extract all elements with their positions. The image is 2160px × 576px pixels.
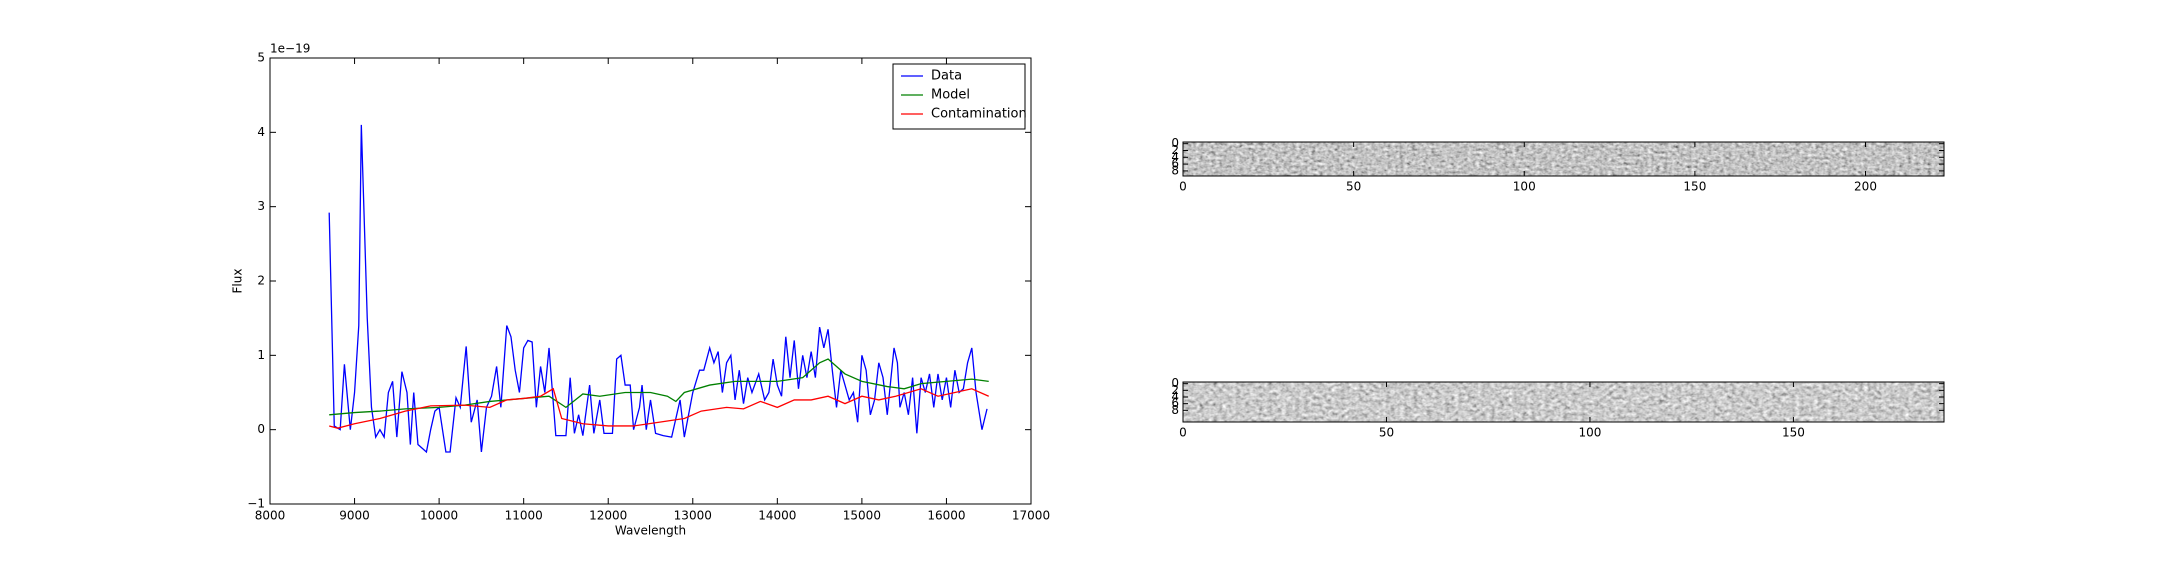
plot-area <box>328 124 989 454</box>
legend-label: Contamination <box>931 107 1027 122</box>
y-tick-label: 5 <box>257 51 265 65</box>
y-tick-label: 2 <box>1171 143 1179 157</box>
x-tick-label: 10000 <box>420 509 458 523</box>
x-tick-label: 15000 <box>843 509 881 523</box>
x-tick-label: 50 <box>1379 426 1394 440</box>
y-tick-label: 0 <box>1171 136 1179 150</box>
series-line <box>329 387 989 429</box>
axes-frame <box>1182 141 1945 177</box>
x-tick-label: 150 <box>1683 180 1706 194</box>
offset-label: 1e−19 <box>270 42 310 56</box>
y-tick-label: 6 <box>1171 157 1179 171</box>
y-tick-label: 4 <box>1171 390 1179 404</box>
legend-label: Data <box>931 69 962 84</box>
x-tick-label: 100 <box>1578 426 1601 440</box>
y-tick-label: 8 <box>1171 403 1179 417</box>
series-line <box>328 124 988 454</box>
x-tick-label: 0 <box>1179 426 1187 440</box>
y-tick-label: 0 <box>257 422 265 436</box>
x-tick-label: 17000 <box>1012 509 1050 523</box>
y-tick-label: 4 <box>1171 150 1179 164</box>
y-tick-label: 6 <box>1171 396 1179 410</box>
x-tick-label: 8000 <box>255 509 286 523</box>
x-axis-label: Wavelength <box>615 524 686 538</box>
y-tick-label: 4 <box>257 125 265 139</box>
x-tick-label: 100 <box>1513 180 1536 194</box>
x-tick-label: 0 <box>1179 180 1187 194</box>
x-tick-label: 13000 <box>674 509 712 523</box>
x-tick-label: 14000 <box>758 509 796 523</box>
x-tick-label: 200 <box>1854 180 1877 194</box>
y-tick-label: 8 <box>1171 163 1179 177</box>
x-tick-label: 150 <box>1782 426 1805 440</box>
axes-frame <box>1182 381 1945 423</box>
y-tick-label: 2 <box>1171 383 1179 397</box>
image-pixels <box>1183 142 1944 176</box>
legend: Data Model Contamination <box>892 63 1027 130</box>
x-tick-label: 11000 <box>505 509 543 523</box>
y-tick-label: 3 <box>257 199 265 213</box>
y-tick-label: 1 <box>257 348 265 362</box>
x-tick-label: 12000 <box>589 509 627 523</box>
y-tick-label: 0 <box>1171 376 1179 390</box>
y-tick-label: −1 <box>247 497 265 511</box>
y-tick-label: 2 <box>257 274 265 288</box>
legend-box <box>892 63 1026 130</box>
x-tick-label: 16000 <box>927 509 965 523</box>
image-pixels <box>1183 382 1944 422</box>
y-axis-label: Flux <box>231 269 245 294</box>
x-tick-label: 50 <box>1346 180 1361 194</box>
legend-label: Model <box>931 88 970 103</box>
x-tick-label: 9000 <box>339 509 370 523</box>
